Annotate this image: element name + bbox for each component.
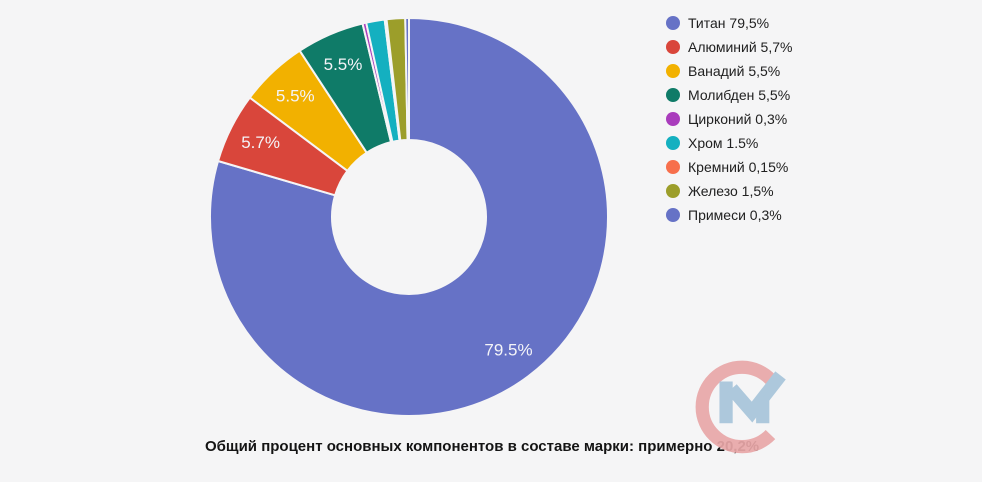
legend-marker — [666, 16, 680, 30]
legend-label: Железо 1,5% — [688, 183, 774, 199]
legend-item-7[interactable]: Железо 1,5% — [666, 179, 792, 203]
legend-item-4[interactable]: Цирконий 0,3% — [666, 107, 792, 131]
legend-label: Примеси 0,3% — [688, 207, 782, 223]
legend-label: Кремний 0,15% — [688, 159, 789, 175]
legend-label: Цирконий 0,3% — [688, 111, 788, 127]
legend-label: Алюминий 5,7% — [688, 39, 793, 55]
legend-marker — [666, 112, 680, 126]
slice-label-2: 5.5% — [276, 87, 315, 106]
legend-marker — [666, 160, 680, 174]
legend-item-8[interactable]: Примеси 0,3% — [666, 203, 792, 227]
legend-item-5[interactable]: Хром 1.5% — [666, 131, 792, 155]
legend-marker — [666, 64, 680, 78]
legend-label: Хром 1.5% — [688, 135, 759, 151]
legend-marker — [666, 208, 680, 222]
logo-letter-m-leg — [756, 389, 770, 424]
logo-letter-m-bar — [719, 381, 733, 424]
legend-marker — [666, 136, 680, 150]
pie-slice-8[interactable] — [404, 17, 410, 142]
chart-legend: Титан 79,5% Алюминий 5,7% Ванадий 5,5% Моли… — [666, 11, 792, 227]
logo-letter-c — [695, 360, 776, 454]
legend-item-0[interactable]: Титан 79,5% — [666, 11, 792, 35]
legend-item-6[interactable]: Кремний 0,15% — [666, 155, 792, 179]
legend-label: Молибден 5,5% — [688, 87, 791, 103]
legend-marker — [666, 88, 680, 102]
legend-label: Титан 79,5% — [688, 15, 770, 31]
legend-label: Ванадий 5,5% — [688, 63, 781, 79]
legend-marker — [666, 40, 680, 54]
slice-label-0: 79.5% — [484, 340, 532, 359]
legend-item-3[interactable]: Молибден 5,5% — [666, 83, 792, 107]
legend-item-1[interactable]: Алюминий 5,7% — [666, 35, 792, 59]
slice-label-1: 5.7% — [241, 133, 280, 152]
pie-slice-0[interactable] — [209, 17, 609, 417]
slice-label-3: 5.5% — [324, 55, 363, 74]
legend-item-2[interactable]: Ванадий 5,5% — [666, 59, 792, 83]
legend-marker — [666, 184, 680, 198]
watermark-logo — [695, 360, 786, 454]
chart-caption: Общий процент основных компонентов в сос… — [205, 438, 760, 455]
logo-letter-m-check — [726, 371, 786, 423]
